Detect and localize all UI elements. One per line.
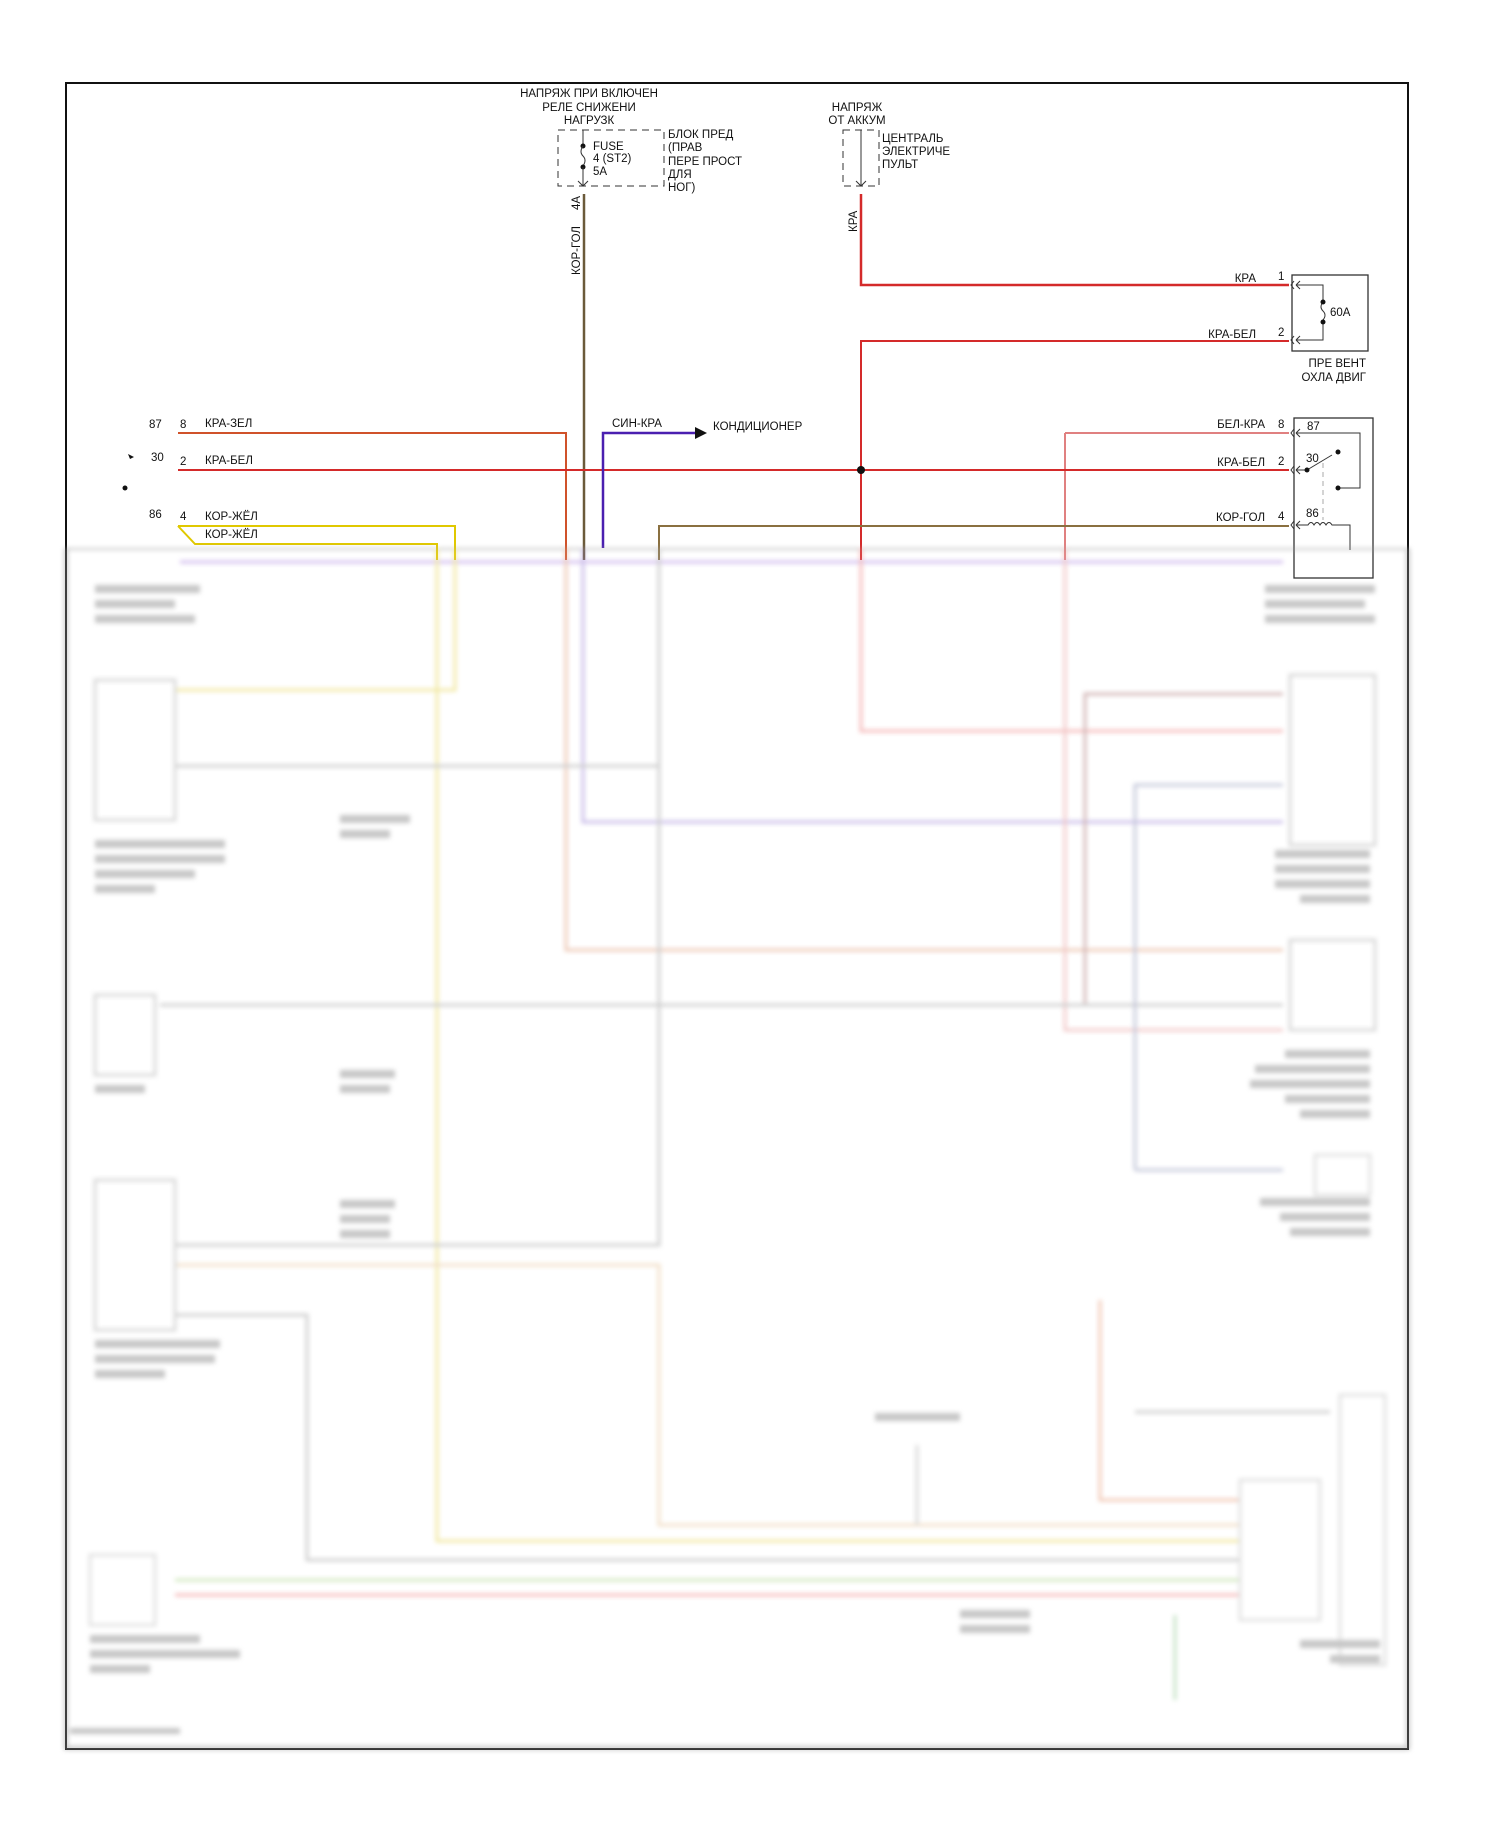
wire-label: БЕЛ-КРА [1217, 419, 1265, 431]
pin-number: 4 [180, 511, 187, 523]
fuse-60a-box [1291, 274, 1369, 352]
terminal-number: 87 [149, 419, 162, 431]
wire-label: КОР-ГОЛ [1216, 512, 1265, 524]
terminal-number: 86 [149, 509, 162, 521]
relay-switch-icon [1290, 428, 1361, 550]
source-title-line: НАГРУЗК [564, 115, 615, 127]
arrow-marker-icon [128, 454, 134, 459]
block-label: ДЛЯ [668, 169, 692, 181]
terminal-number: 87 [1307, 421, 1320, 433]
wire-label: КРА [848, 210, 860, 232]
junction-dot [857, 466, 865, 474]
fuse-block-dashed-box [557, 129, 665, 187]
wire-label: КРА-ЗЕЛ [205, 418, 252, 430]
destination-label: КОНДИЦИОНЕР [713, 421, 803, 433]
wire-label: КРА [1235, 273, 1257, 285]
fuse-label: 5A [593, 166, 607, 178]
source-title-line: НАПРЯЖ [832, 102, 883, 114]
wire-label: КОР-ЖЁЛ [205, 529, 258, 541]
block-label: ЭЛЕКТРИЧЕ [882, 146, 950, 158]
arrow-right-icon [695, 427, 707, 439]
connector-arrow-icon [855, 180, 867, 187]
terminal-number: 30 [151, 452, 164, 464]
pin-number: 2 [1278, 456, 1284, 468]
pin-label: 4A [571, 196, 583, 210]
terminal-number: 86 [1306, 508, 1319, 520]
fuse-label: 4 (ST2) [593, 153, 632, 165]
wire-label: КРА-БЕЛ [1217, 457, 1265, 469]
fuse-icon [577, 130, 589, 187]
wire-sin-kra [601, 431, 695, 548]
wire-kra-bel [860, 340, 1289, 560]
block-label: ПУЛЬТ [882, 159, 918, 171]
fuse-label: ОХЛА ДВИГ [1302, 372, 1367, 384]
relay-right-box [1293, 417, 1374, 579]
pin-number: 8 [180, 419, 186, 431]
source-title-line: РЕЛЕ СНИЖЕНИ [542, 102, 636, 114]
block-label: (ПРАВ [668, 142, 703, 154]
fuse-60a-icon [1290, 280, 1326, 345]
terminal-number: 30 [1306, 453, 1319, 465]
wire-label: КРА-БЕЛ [205, 455, 253, 467]
wire-label: КРА-БЕЛ [1208, 329, 1256, 341]
block-label: БЛОК ПРЕД [668, 129, 734, 141]
fuse-label: FUSE [593, 141, 624, 153]
source-title-line: ОТ АККУМ [828, 115, 885, 127]
fuse-label: ПРЕ ВЕНТ [1309, 358, 1366, 370]
pin-number: 8 [1278, 419, 1284, 431]
wire-label: КОР-ЖЁЛ [205, 511, 258, 523]
wire-kra-zel [178, 432, 567, 560]
wire-label: КОР-ГОЛ [571, 226, 583, 275]
pin-number: 4 [1278, 511, 1285, 523]
blurred-lower-diagram [64, 548, 1412, 1750]
source-title-line: НАПРЯЖ ПРИ ВКЛЮЧЕН [520, 88, 658, 100]
pin-number: 1 [1278, 271, 1284, 283]
blurred-wiring [64, 548, 1410, 1750]
block-label: ПЕРЕ ПРОСТ [668, 156, 742, 168]
pin-number: 2 [1278, 327, 1284, 339]
wire-kra [859, 194, 1289, 287]
block-label: ЦЕНТРАЛЬ [882, 133, 943, 145]
fuse-rating: 60A [1330, 307, 1351, 319]
wire-label: СИН-КРА [612, 418, 662, 430]
pin-number: 2 [180, 456, 186, 468]
junction-dot [122, 485, 128, 491]
block-label: НОГ) [668, 182, 695, 194]
